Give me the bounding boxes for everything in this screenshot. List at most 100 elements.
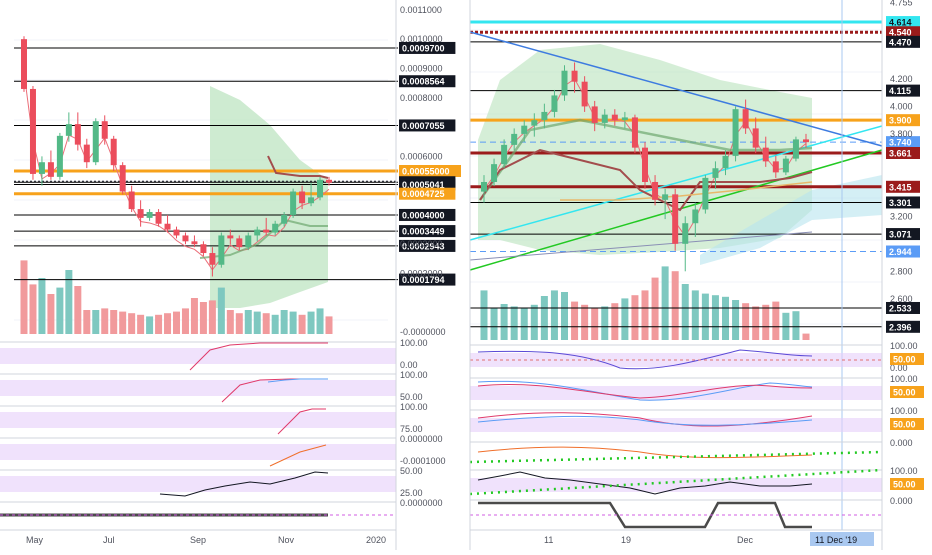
left-ma-green [199,218,328,259]
left-panel2-line-b [267,378,328,383]
right-candle-body [782,158,789,173]
right-panel-value-label-bg [890,478,924,490]
right-volume-bar [762,304,770,340]
left-volume-bar [137,314,145,334]
right-trendline-cyan [469,125,883,241]
left-candle-body [182,235,189,242]
left-candle-body [137,209,144,218]
left-panel-tick-label: 0.0000000 [400,434,443,444]
left-cloud [210,86,328,308]
left-panel4-line [269,444,327,467]
left-volume-bar [119,311,127,334]
left-panel-band [0,476,396,492]
right-level-label: 3.900 [889,116,912,126]
right-volume-bar [540,296,548,340]
left-panel-band [0,348,396,364]
right-panel5-line [477,471,813,495]
right-level-label-bg [886,147,920,160]
left-volume-bar [316,308,324,334]
left-ma-brown [267,155,329,179]
left-volume-bar [56,287,64,334]
left-candle-body [164,223,171,230]
right-level-label-bg [886,16,920,29]
right-volume-bar [581,304,589,340]
left-panel-tick-label: 100.00 [400,402,428,412]
left-volume-bar [74,286,82,334]
right-candle-body [682,223,689,244]
left-x-tick-label: Sep [190,535,206,545]
left-volume-bar [280,310,288,334]
left-volume-bar [235,313,243,334]
left-volume-bar [181,308,189,334]
left-panel1-line [189,342,328,371]
right-level-label: 3.071 [889,230,912,240]
left-y-tick-label: 0.0002000 [400,269,443,279]
left-level-label: 0.00055000 [402,167,450,177]
left-candle-body [146,212,153,218]
right-trendline-gray [469,231,813,261]
right-level-label: 4.614 [889,18,912,28]
right-volume-bar [802,333,810,340]
right-candle-body [481,181,487,192]
right-y-tick-label: 3.800 [890,129,913,139]
left-level-label-bg [399,119,456,132]
right-volume-bar [611,303,619,340]
right-candle-body [752,128,759,148]
left-level-label: 0.0007055 [402,121,445,131]
right-candle-body [551,95,558,112]
left-candle-body [209,253,216,265]
right-volume-bar [722,296,729,340]
left-panel-band [0,380,396,396]
left-panel-band [0,444,396,460]
right-y-tick-label: 2.800 [890,266,913,276]
right-y-tick-label: 4.000 [890,101,913,111]
right-volume-bar [792,311,800,340]
left-volume-bar [262,313,270,334]
right-volume-bar [601,306,609,340]
right-volume-bar [571,301,579,340]
right-level-label: 3.740 [889,138,912,148]
right-candle-body [491,164,498,182]
left-panel-tick-label: 0.00 [400,360,418,370]
left-volume-bar [325,316,333,334]
left-volume-bar [217,287,225,334]
right-volume-bar [711,295,719,340]
right-level-label-bg [886,114,920,127]
right-level-label: 3.301 [889,198,912,208]
right-panel4-line [477,446,813,459]
left-candle-body [173,229,180,236]
left-candle-body [47,162,54,177]
right-candle-body [631,117,638,148]
left-candle-body [272,223,279,233]
right-volume-bar [520,308,528,340]
right-level-label-bg [886,84,920,97]
right-volume-bar [500,304,508,340]
right-candle-body [501,144,508,165]
left-level-label: 0.0004725 [402,189,445,199]
right-level-label: 2.944 [889,247,912,257]
left-volume-bar [253,311,261,334]
right-volume-bar [732,300,740,340]
left-level-label-bg [399,187,456,200]
right-volume-bar [480,290,488,340]
left-y-tick-label: 0.0003000 [400,239,443,249]
left-candle-body [110,138,117,166]
right-x-tick-label: 19 [621,535,631,545]
right-y-tick-label: 4.755 [890,0,913,8]
left-panel3-line [277,408,326,435]
right-candle-body [561,70,568,96]
right-volume-bar [591,308,599,340]
right-x-tick-label: 11 [544,535,553,545]
right-ma-tan [560,181,813,201]
left-y-tick-label: 0.0006000 [400,151,443,161]
left-candle-body [218,235,225,265]
right-candle-body [742,109,749,129]
right-panel1-line [477,349,813,370]
right-volume-bar [681,284,689,340]
right-volume-bar [631,295,639,340]
left-candle-body [317,179,324,198]
right-volume-bar [742,303,750,340]
right-level-label-bg [886,228,920,241]
right-level-label-bg [886,26,920,39]
